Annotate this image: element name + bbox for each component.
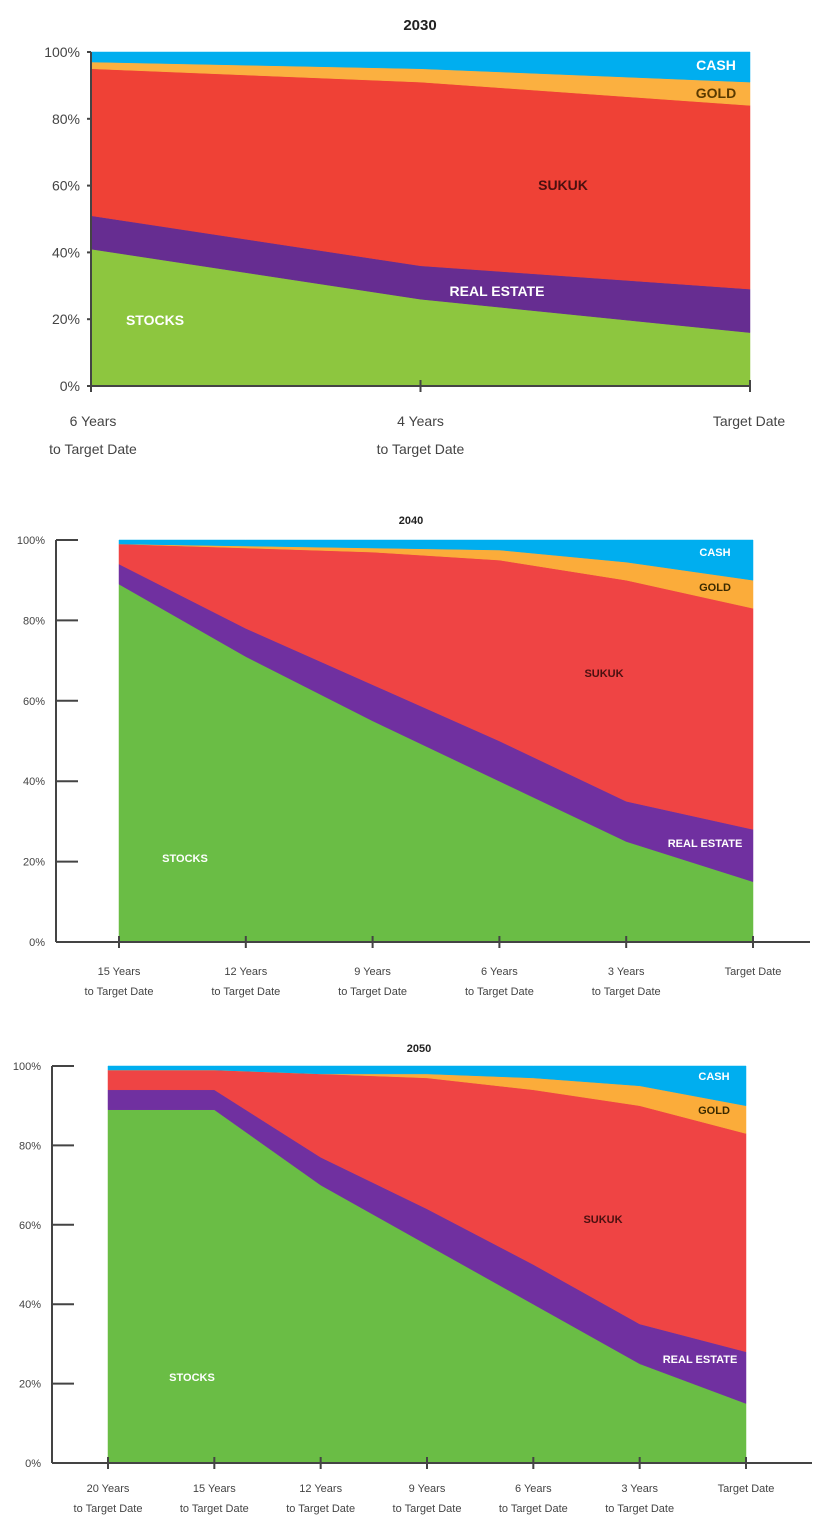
series-label-stocks: STOCKS — [162, 853, 208, 865]
y-tick-label: 60% — [19, 1220, 41, 1232]
x-tick-label: 4 Years — [397, 413, 444, 429]
x-tick-label: 20 Years — [87, 1483, 130, 1495]
series-label-cash: CASH — [698, 1071, 729, 1083]
y-tick-label: 0% — [60, 378, 80, 394]
series-label-sukuk: SUKUK — [583, 1214, 622, 1226]
x-tick-label: Target Date — [718, 1483, 775, 1495]
chart-title: 2030 — [403, 17, 436, 34]
chart-title: 2040 — [399, 515, 423, 527]
y-tick-label: 40% — [19, 1299, 41, 1311]
x-tick-label: 3 Years — [608, 966, 645, 978]
x-tick-label: 15 Years — [193, 1483, 236, 1495]
x-tick-label: Target Date — [713, 413, 786, 429]
x-tick-label: 6 Years — [515, 1483, 552, 1495]
x-tick-label: to Target Date — [211, 986, 280, 998]
x-tick-label: Target Date — [725, 966, 782, 978]
y-tick-label: 100% — [13, 1061, 41, 1073]
x-tick-label: to Target Date — [605, 1503, 674, 1515]
x-tick-label: to Target Date — [338, 986, 407, 998]
y-tick-label: 20% — [52, 311, 80, 327]
chart-2050: 2050 0% 20% 40% 60% 80% 100% 20 Years to Target … — [13, 1043, 812, 1515]
x-tick-label: to Target Date — [286, 1503, 355, 1515]
x-tick-label: to Target Date — [465, 986, 534, 998]
y-tick-label: 80% — [19, 1140, 41, 1152]
y-tick-label: 20% — [23, 857, 45, 869]
series-label-sukuk: SUKUK — [584, 668, 623, 680]
y-tick-label: 60% — [52, 178, 80, 194]
x-tick-label: 6 Years — [70, 413, 117, 429]
series-label-real-estate: REAL ESTATE — [450, 283, 545, 299]
x-tick-label: to Target Date — [499, 1503, 568, 1515]
y-tick-label: 80% — [52, 111, 80, 127]
y-tick-label: 0% — [29, 937, 45, 949]
area-cash — [107, 1065, 747, 1107]
chart-2040: 2040 0% 20% 40% 60% 80% 100% 15 Years to Target … — [17, 515, 810, 998]
x-tick-label: to Target Date — [377, 441, 465, 457]
y-tick-label: 20% — [19, 1379, 41, 1391]
x-tick-label: to Target Date — [180, 1503, 249, 1515]
x-tick-label: 3 Years — [621, 1483, 658, 1495]
x-tick-label: 12 Years — [299, 1483, 342, 1495]
x-tick-label: to Target Date — [74, 1503, 143, 1515]
x-tick-label: to Target Date — [592, 986, 661, 998]
x-tick-label: 9 Years — [409, 1483, 446, 1495]
x-tick-label: to Target Date — [49, 441, 137, 457]
series-label-real-estate: REAL ESTATE — [668, 838, 743, 850]
x-tick-label: 12 Years — [224, 966, 267, 978]
y-tick-label: 40% — [52, 244, 80, 260]
series-label-gold: GOLD — [698, 1105, 730, 1117]
series-label-cash: CASH — [699, 547, 730, 559]
series-label-real-estate: REAL ESTATE — [663, 1354, 738, 1366]
chart-2030: 2030 0% 20% 40% 60% 80% 100% 6 Years to Target D… — [44, 17, 785, 457]
y-tick-label: 100% — [17, 535, 45, 547]
area-cash — [118, 539, 754, 581]
series-label-gold: GOLD — [696, 85, 736, 101]
chart-title: 2050 — [407, 1043, 431, 1055]
x-tick-label: 6 Years — [481, 966, 518, 978]
y-tick-label: 100% — [44, 44, 80, 60]
series-label-gold: GOLD — [699, 582, 731, 594]
x-tick-label: 9 Years — [354, 966, 391, 978]
series-label-cash: CASH — [696, 57, 736, 73]
y-tick-label: 60% — [23, 696, 45, 708]
series-label-sukuk: SUKUK — [538, 177, 588, 193]
x-tick-label: 15 Years — [98, 966, 141, 978]
y-tick-label: 40% — [23, 776, 45, 788]
x-tick-label: to Target Date — [393, 1503, 462, 1515]
series-label-stocks: STOCKS — [126, 312, 184, 328]
y-tick-label: 80% — [23, 615, 45, 627]
x-tick-label: to Target Date — [85, 986, 154, 998]
series-label-stocks: STOCKS — [169, 1372, 215, 1384]
y-tick-label: 0% — [25, 1458, 41, 1470]
